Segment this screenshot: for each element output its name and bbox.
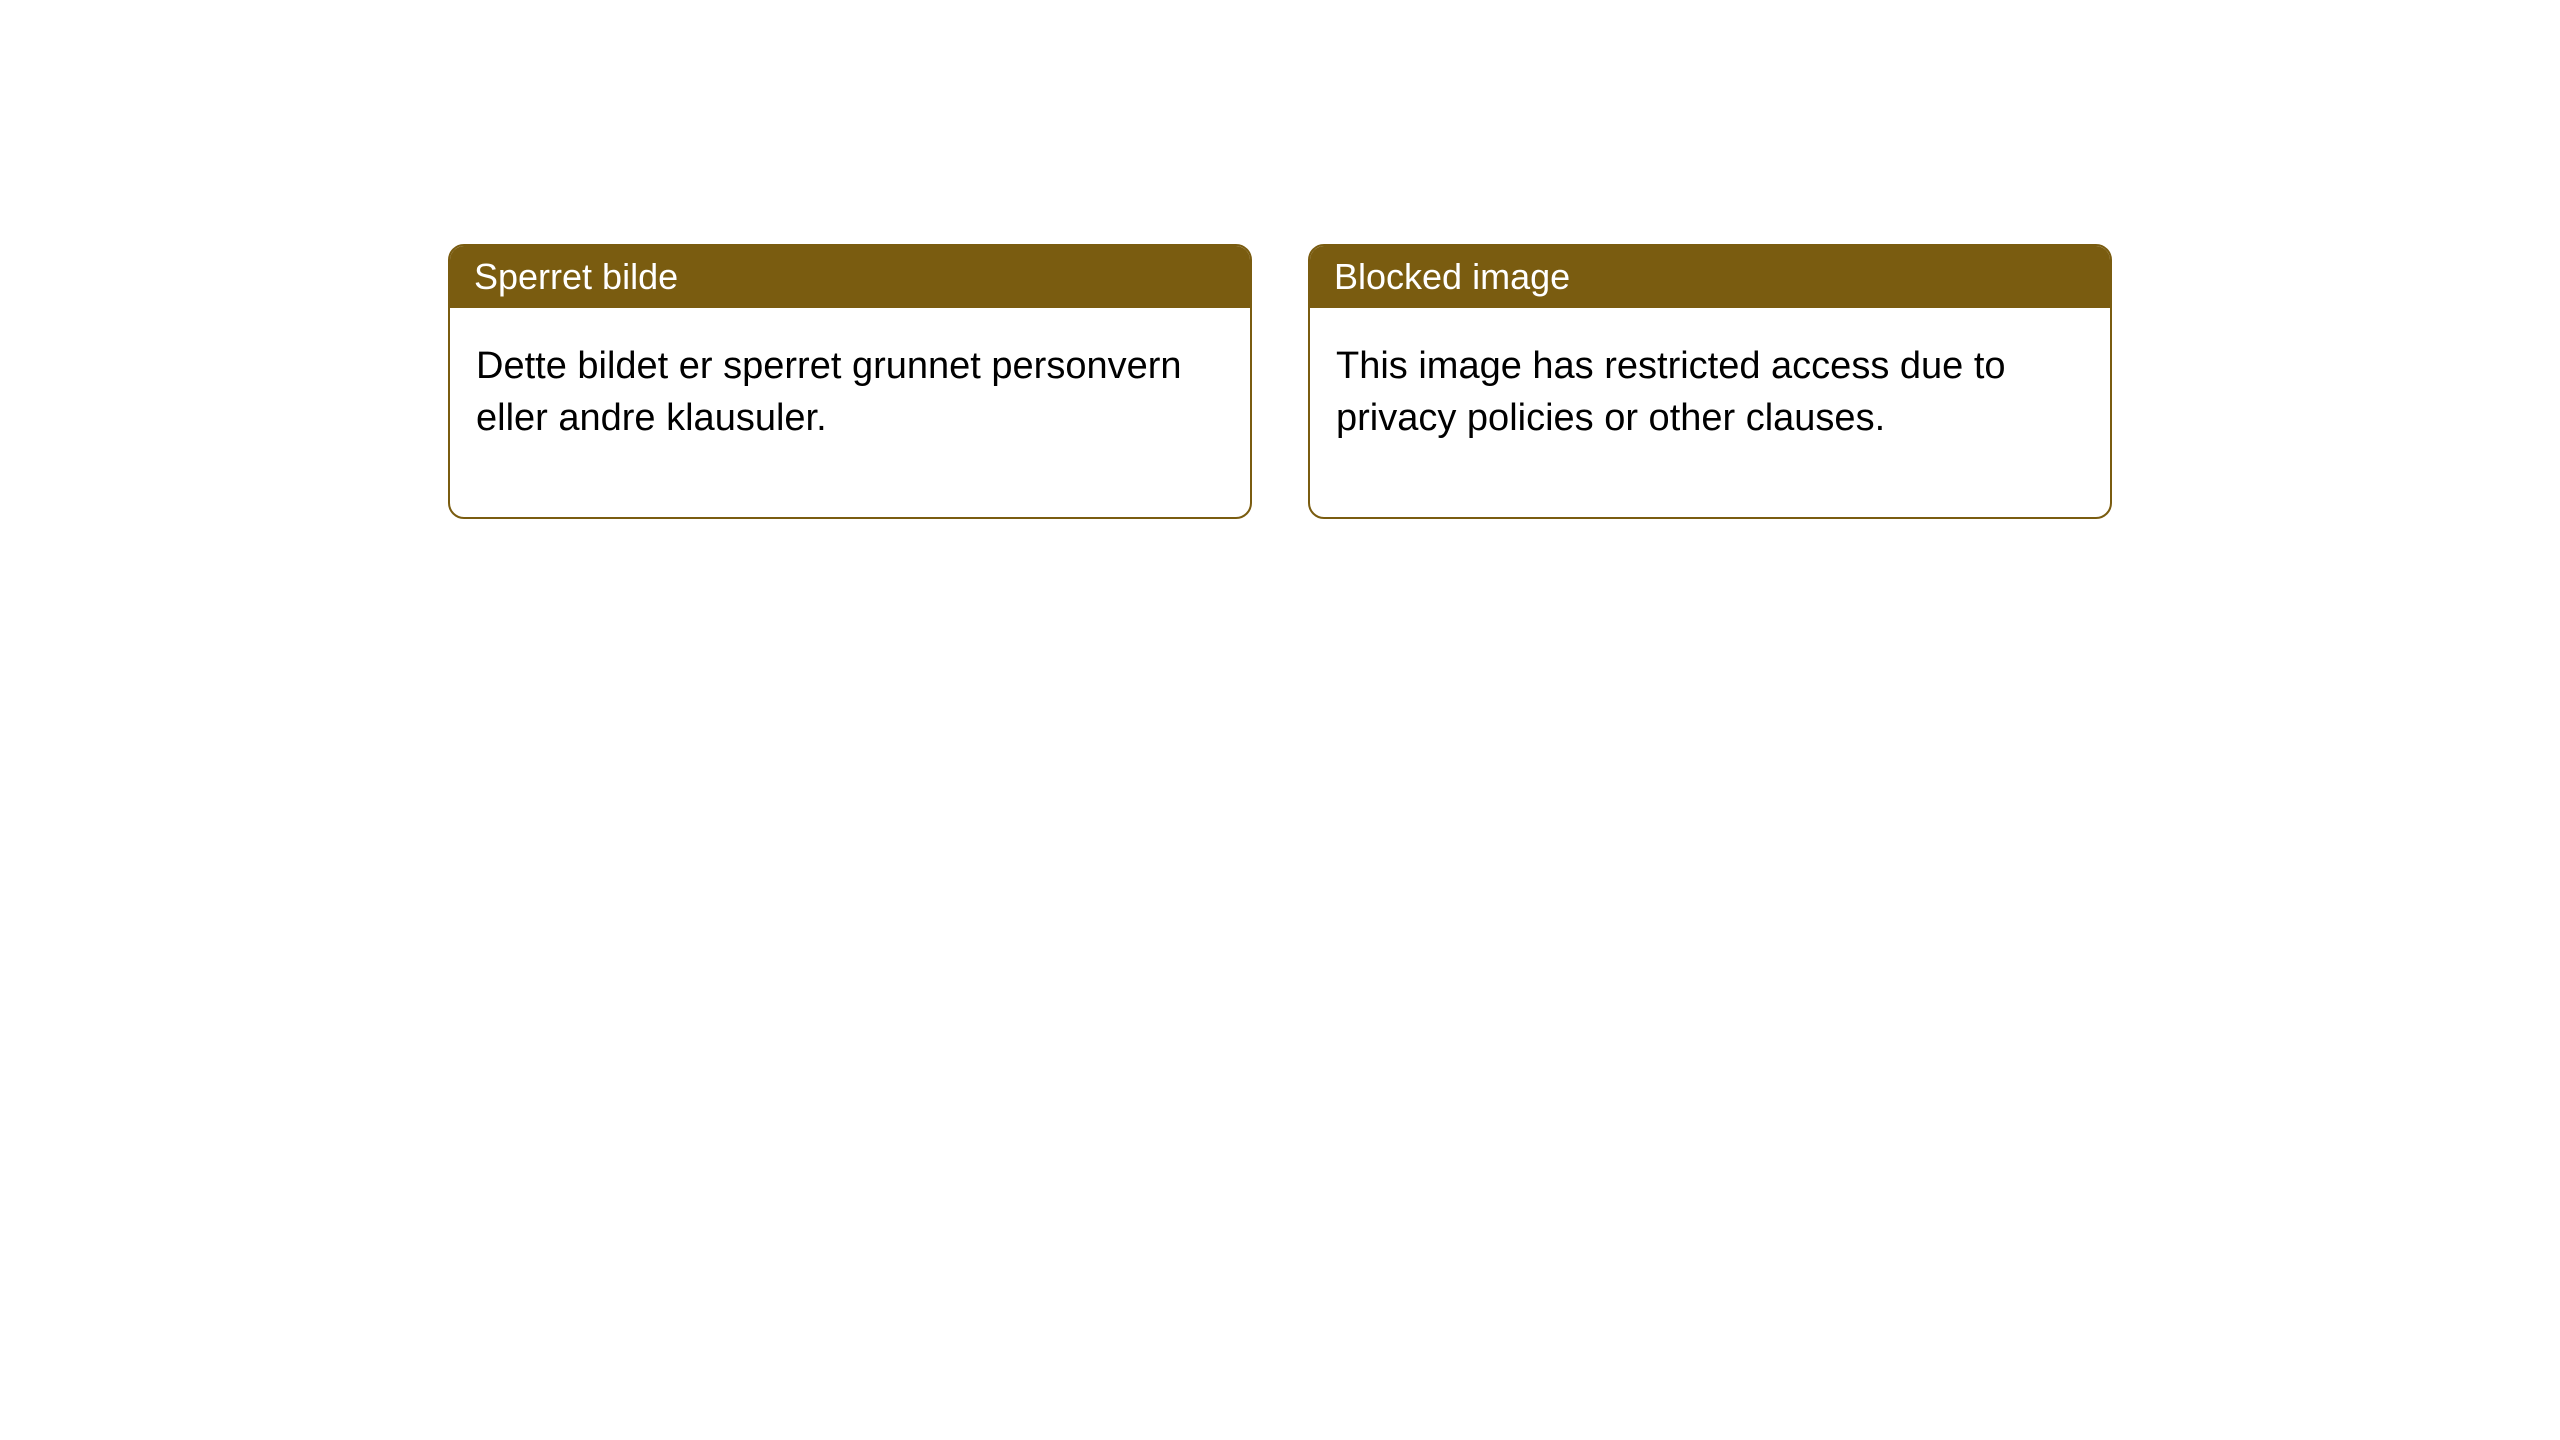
notices-container: Sperret bilde Dette bildet er sperret gr… (448, 244, 2112, 519)
notice-header: Blocked image (1310, 246, 2110, 308)
notice-header: Sperret bilde (450, 246, 1250, 308)
notice-title: Blocked image (1334, 256, 1570, 297)
notice-title: Sperret bilde (474, 256, 678, 297)
notice-body-text: Dette bildet er sperret grunnet personve… (476, 345, 1182, 439)
notice-body: Dette bildet er sperret grunnet personve… (450, 308, 1250, 517)
notice-box-english: Blocked image This image has restricted … (1308, 244, 2112, 519)
notice-body-text: This image has restricted access due to … (1336, 345, 2006, 439)
notice-body: This image has restricted access due to … (1310, 308, 2110, 517)
notice-box-norwegian: Sperret bilde Dette bildet er sperret gr… (448, 244, 1252, 519)
